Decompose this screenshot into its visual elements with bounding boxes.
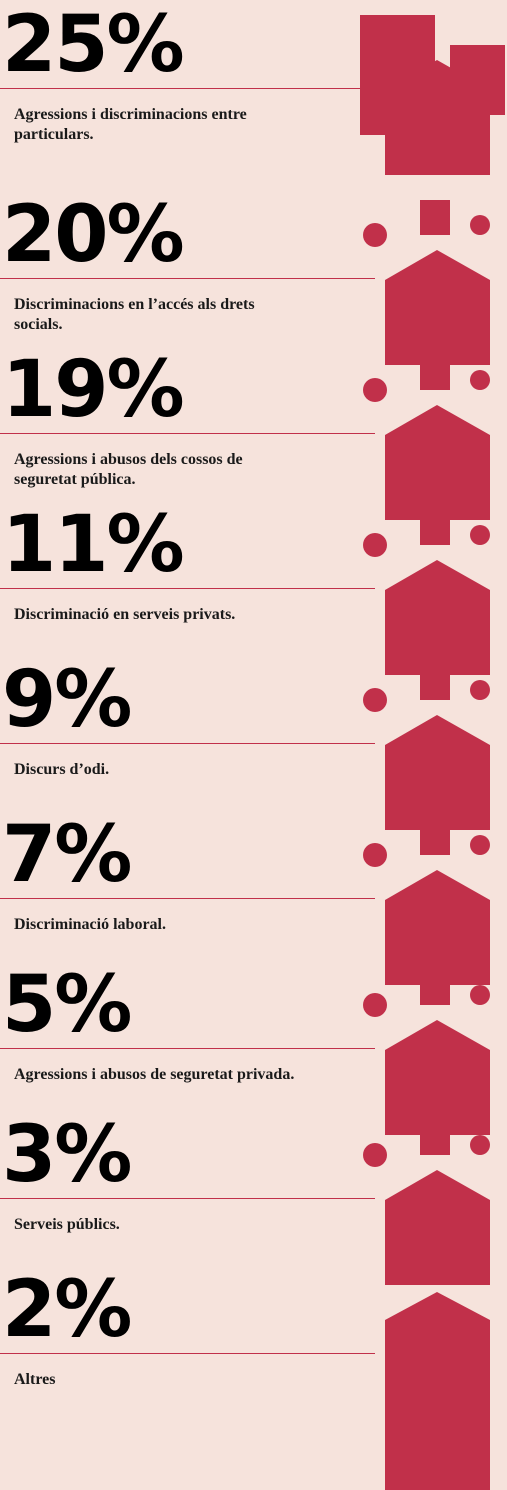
percentage: 25% [2, 5, 183, 85]
divider [0, 1198, 375, 1199]
house-icon [385, 560, 490, 675]
divider [0, 1048, 375, 1049]
house-icon [385, 405, 490, 520]
decor [470, 1135, 490, 1155]
divider [0, 278, 375, 279]
decor [470, 525, 490, 545]
decor [363, 843, 387, 867]
building [450, 45, 505, 115]
decor [420, 970, 450, 1005]
caption: Discurs d’odi. [14, 760, 299, 780]
decor [420, 1120, 450, 1155]
divider [0, 898, 375, 899]
decor [470, 680, 490, 700]
caption: Agressions i discriminacions entre parti… [14, 105, 299, 145]
divider [0, 88, 375, 89]
percentage: 5% [2, 965, 130, 1045]
decor [363, 378, 387, 402]
house-icon [385, 250, 490, 365]
house-icon [385, 870, 490, 985]
caption: Discriminació laboral. [14, 915, 299, 935]
page: (() => { const data = JSON.parse(documen… [0, 0, 507, 1490]
caption: Discriminació en serveis privats. [14, 605, 299, 625]
decor [363, 533, 387, 557]
house-icon [385, 1292, 490, 1490]
divider [0, 1353, 375, 1354]
decor [363, 993, 387, 1017]
caption: Serveis públics. [14, 1215, 299, 1235]
building [360, 15, 435, 135]
caption: Agressions i abusos de seguretat privada… [14, 1065, 299, 1085]
divider [0, 433, 375, 434]
percentage: 2% [2, 1270, 130, 1350]
decor [420, 820, 450, 855]
decor [363, 688, 387, 712]
percentage: 3% [2, 1115, 130, 1195]
decor [470, 370, 490, 390]
decor [470, 215, 490, 235]
caption: Altres [14, 1370, 299, 1390]
divider [0, 743, 375, 744]
house-icon [385, 1170, 490, 1285]
percentage: 9% [2, 660, 130, 740]
caption: Discriminacions en l’accés als drets soc… [14, 295, 299, 335]
house-icon [385, 1020, 490, 1135]
decor [470, 835, 490, 855]
percentage: 19% [2, 350, 183, 430]
decor [363, 223, 387, 247]
decor [363, 1143, 387, 1167]
caption: Agressions i abusos dels cossos de segur… [14, 450, 299, 490]
decor [470, 985, 490, 1005]
decor [420, 355, 450, 390]
decor [420, 510, 450, 545]
house-icon [385, 715, 490, 830]
percentage: 7% [2, 815, 130, 895]
decor [420, 200, 450, 235]
divider [0, 588, 375, 589]
percentage: 11% [2, 505, 183, 585]
decor [420, 665, 450, 700]
percentage: 20% [2, 195, 183, 275]
